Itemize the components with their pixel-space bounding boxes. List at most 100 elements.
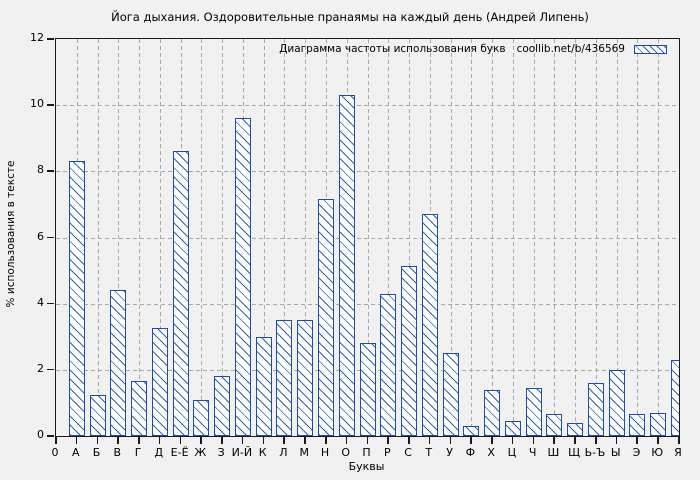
y-tick-label-6: 6 [37,229,44,243]
x-tick-К [262,437,265,444]
legend-source: coollib.net/b/436569 [516,43,625,55]
x-tick-Ш [553,437,555,444]
x-tick-Х [491,437,493,444]
x-tick-label-Д: Д [154,446,164,459]
y-tick-2 [47,368,54,371]
x-tick-И-Й [241,437,244,444]
y-tick-label-12: 12 [30,31,44,44]
x-tick-label-Х: Х [487,446,495,459]
x-tick-Ь-Ъ [594,437,597,444]
y-tick-label-4: 4 [37,295,44,309]
x-tick-label-Ц: Ц [507,446,517,459]
x-tick-Т [428,437,431,444]
y-tick-6 [47,236,54,239]
bar-Т [421,214,438,436]
x-tick-В [117,437,119,444]
y-tick-label-0: 0 [37,428,44,441]
x-tick-label-И-Й: И-Й [231,446,253,459]
x-tick-label-Ш: Ш [547,446,560,459]
y-tick-10 [47,104,54,106]
x-tick-label-Т: Т [425,446,433,459]
hatched-bar-swatch-icon [634,44,667,54]
gridline-x-Б [97,39,99,436]
bar-У [442,353,459,436]
bar-Ц [504,421,521,436]
x-tick-Ю [657,437,659,444]
x-tick-label-Ю: Ю [651,446,664,459]
y-tick-12 [47,38,54,40]
x-tick-label-У: У [446,446,453,459]
bar-Б [89,394,106,436]
bar-В [110,290,127,436]
x-tick-label-С: С [404,446,412,459]
gridline-x-Ж [201,39,203,436]
gridline-x-М [305,39,307,436]
bar-Ш [546,414,563,436]
x-tick-label-Э: Э [632,446,641,459]
gridline-x-П [367,39,369,436]
x-tick-label-Ф: Ф [465,446,476,459]
x-axis-label: Буквы [348,460,385,473]
x-tick-Л [283,437,286,444]
bar-Ы [608,369,625,436]
legend: Диаграмма частоты использования букв coo… [279,43,667,55]
bar-Ю [650,412,667,436]
x-tick-label-Ь-Ъ: Ь-Ъ [584,446,606,459]
x-tick-Э [636,437,639,444]
y-tick-label-10: 10 [30,97,44,111]
y-tick-4 [47,302,54,305]
bar-Ч [525,388,542,436]
x-tick-label-Ч: Ч [528,446,537,459]
bar-Ж [193,399,210,436]
gridline-x-Ы [616,39,618,436]
x-tick-Щ [574,437,576,444]
bar-О [338,95,355,436]
bar-П [359,343,376,436]
plot-canvas [56,39,679,436]
x-tick-У [449,437,452,444]
x-tick-П [366,437,369,444]
x-tick-0 [55,437,57,444]
bar-Л [276,320,293,436]
bar-А [68,161,85,436]
gridline-x-У [450,39,452,436]
x-tick-С [408,437,410,444]
x-tick-Д [158,437,161,444]
bar-Я [671,359,679,436]
x-tick-label-Р: Р [383,446,391,459]
bar-И-Й [234,118,251,436]
bar-Е-Ё [172,151,189,436]
gridline-x-Л [284,39,286,436]
x-tick-М [304,437,306,444]
gridline-x-Х [492,39,494,436]
bar-С [401,265,418,436]
bar-М [297,320,314,436]
bar-Р [380,293,397,436]
x-tick-Ы [615,437,618,444]
x-tick-Ч [532,437,535,444]
x-tick-Ж [200,437,202,444]
x-tick-label-К: К [258,446,267,459]
chart-title: Йога дыхания. Оздоровительные пранаямы н… [111,10,589,24]
gridline-x-Ф [471,39,473,436]
x-tick-label-0: 0 [51,446,59,459]
bar-Д [151,328,168,436]
gridline-x-Г [139,39,141,436]
x-tick-Р [387,437,389,444]
x-tick-Ф [470,437,472,444]
x-tick-label-Е-Ё: Е-Ё [170,446,189,459]
x-tick-label-Л: Л [279,446,288,459]
bar-Н [317,199,334,436]
gridline-x-Ш [554,39,556,436]
bar-З [214,376,231,436]
x-tick-label-Ы: Ы [610,446,621,459]
y-tick-label-8: 8 [37,163,44,177]
bar-Э [629,414,646,436]
gridline-x-С [409,39,411,436]
x-tick-label-Щ: Щ [568,446,581,459]
gridline-x-Ч [533,39,535,436]
gridline-x-Э [637,39,639,436]
x-tick-Г [138,437,140,444]
x-tick-label-Б: Б [92,446,101,459]
